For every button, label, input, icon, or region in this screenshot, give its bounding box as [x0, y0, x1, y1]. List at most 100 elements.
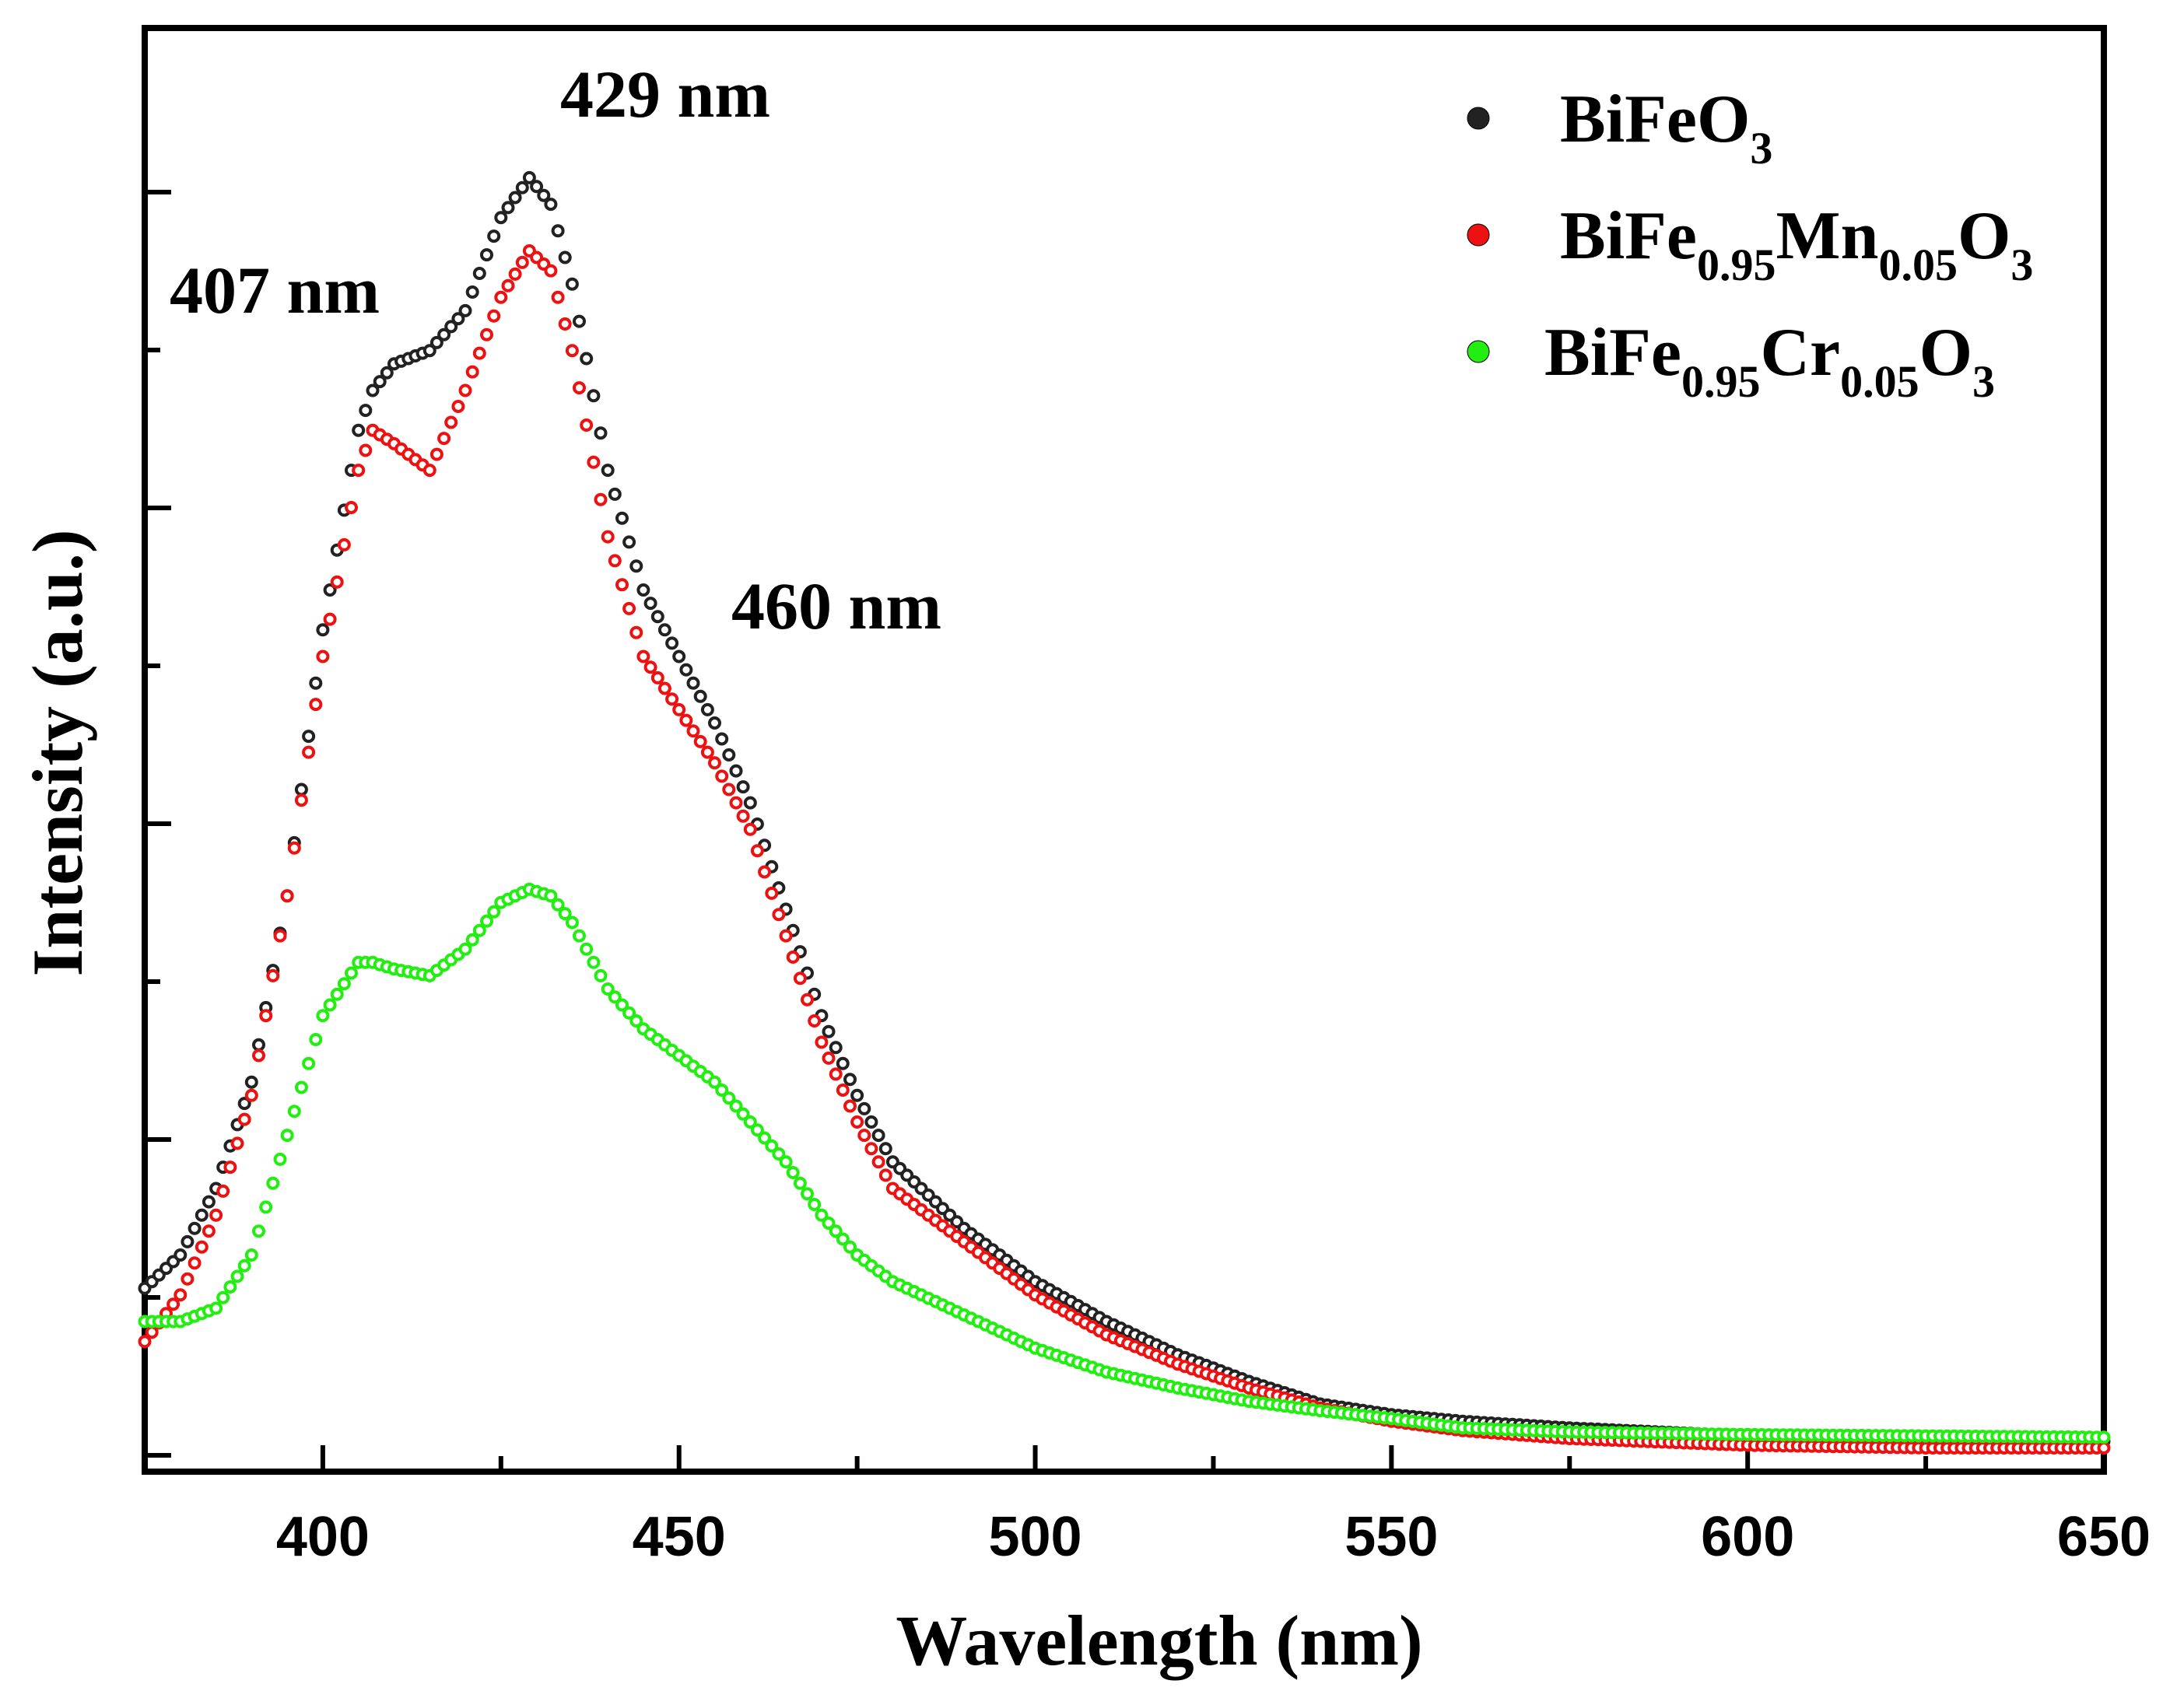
data-point: [530, 180, 544, 194]
data-point: [580, 942, 594, 956]
data-point: [237, 1097, 251, 1111]
data-point: [244, 1248, 258, 1262]
data-point: [465, 933, 479, 947]
data-point: [515, 180, 529, 194]
legend: BiFeO3 BiFe0.95Mn0.05O3 BiFe0.95Cr0.05O3: [1467, 82, 2033, 407]
data-point: [636, 583, 650, 597]
data-point: [209, 1208, 223, 1222]
data-point: [871, 1155, 885, 1169]
data-point: [793, 972, 807, 986]
data-point: [537, 188, 551, 202]
data-point: [480, 914, 493, 928]
data-point: [252, 1049, 265, 1063]
data-point: [565, 916, 579, 930]
data-point: [337, 977, 351, 991]
data-point: [472, 267, 486, 280]
data-point: [487, 309, 501, 323]
data-point: [287, 841, 301, 855]
data-point: [309, 1033, 323, 1046]
data-point: [672, 649, 686, 663]
data-point: [252, 1224, 265, 1238]
data-point: [259, 1009, 273, 1023]
data-point: [836, 1084, 850, 1097]
data-point: [437, 327, 451, 341]
data-point: [715, 769, 729, 783]
data-point: [551, 224, 565, 238]
legend-label-0: BiFeO3: [1560, 82, 1772, 173]
data-point: [323, 998, 337, 1012]
data-point: [601, 530, 615, 544]
data-point: [822, 1217, 836, 1230]
data-point: [743, 1115, 757, 1129]
data-point: [871, 1129, 885, 1143]
data-point: [815, 1208, 829, 1222]
data-point: [808, 1014, 822, 1028]
data-point: [587, 389, 601, 403]
data-point: [359, 404, 373, 418]
data-point: [273, 929, 287, 943]
data-point: [772, 1147, 786, 1161]
data-point: [580, 352, 594, 366]
data-point: [843, 1240, 857, 1254]
data-point: [772, 908, 786, 922]
axis-ticks: [145, 190, 2106, 1472]
data-point: [665, 636, 679, 650]
data-point: [294, 782, 308, 796]
data-point: [650, 670, 664, 684]
data-point: [337, 537, 351, 551]
data-point: [657, 623, 671, 637]
data-point: [708, 756, 721, 770]
data-point: [138, 1335, 152, 1349]
data-point: [373, 375, 387, 389]
data-point: [230, 1136, 244, 1150]
data-point: [615, 998, 629, 1012]
x-tick-label-600: 600: [1701, 1506, 1794, 1568]
data-point: [280, 889, 294, 903]
data-point: [743, 822, 757, 836]
peak-annotation-407: 407 nm: [170, 253, 380, 327]
peak-annotation-429: 429 nm: [560, 57, 770, 131]
data-point: [594, 426, 608, 440]
data-point: [2097, 1441, 2111, 1455]
data-point: [202, 1195, 216, 1209]
data-point: [266, 1176, 280, 1190]
data-point: [808, 1198, 822, 1211]
data-point: [829, 1067, 843, 1081]
data-point: [715, 732, 729, 746]
x-tick-label-650: 650: [2057, 1506, 2151, 1568]
x-axis-label: Wavelength (nm): [896, 1601, 1422, 1680]
data-point: [188, 1256, 202, 1270]
data-point: [729, 796, 743, 810]
data-point: [857, 1101, 871, 1115]
data-point: [565, 277, 579, 291]
x-tick-label-400: 400: [276, 1506, 370, 1568]
data-point: [458, 942, 472, 956]
data-point: [294, 1080, 308, 1094]
data-point: [209, 1301, 223, 1315]
data-point: [750, 844, 764, 858]
y-axis-label: Intensity (a.u.): [18, 529, 97, 976]
data-point: [686, 724, 700, 738]
data-point: [878, 1168, 892, 1182]
data-point: [700, 745, 714, 759]
data-point: [465, 285, 479, 299]
data-point: [259, 1200, 273, 1214]
data-point: [216, 1290, 230, 1304]
data-point: [565, 344, 579, 358]
data-point: [708, 716, 721, 730]
data-point: [615, 578, 629, 592]
data-point: [622, 601, 636, 615]
data-point: [722, 1091, 736, 1105]
data-point: [594, 968, 608, 982]
legend-marker-2: [1467, 340, 1490, 363]
data-point: [237, 1259, 251, 1273]
data-point: [244, 1088, 258, 1102]
data-point: [864, 1142, 878, 1156]
data-point: [700, 702, 714, 716]
data-point: [323, 583, 337, 597]
data-point: [380, 366, 394, 380]
data-point: [815, 1035, 829, 1049]
data-point: [195, 1240, 209, 1254]
data-point: [472, 346, 486, 360]
data-point: [864, 1115, 878, 1129]
